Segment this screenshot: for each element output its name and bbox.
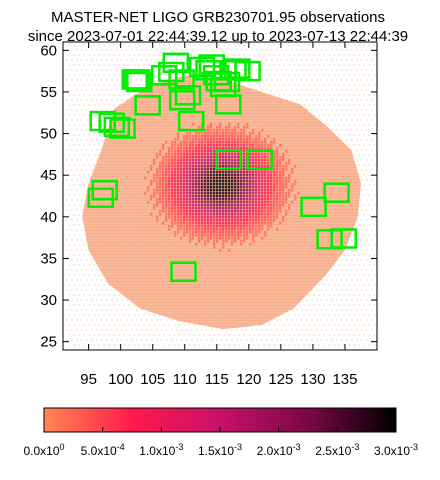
x-tick-label: 125 [268, 371, 293, 388]
observation-field [174, 85, 202, 106]
y-tick-label: 35 [40, 250, 57, 267]
observation-field [215, 149, 242, 170]
x-tick-label: 95 [80, 371, 97, 388]
colorbar-tick-label: 2.0x10-3 [257, 442, 301, 458]
colorbar-tick-label: 1.0x10-3 [139, 442, 183, 458]
observation-field [330, 228, 357, 249]
plot-frame [62, 41, 378, 351]
observation-field [168, 69, 195, 90]
observation-field [198, 54, 225, 75]
x-tick-label: 110 [173, 371, 197, 388]
y-axis: 25 30 35 40 45 50 55 60 [40, 42, 377, 351]
chart-subtitle: since 2023-07-01 22:44:39.12 up to 2023-… [28, 28, 408, 45]
colorbar-tick-label: 5.0x10-4 [81, 442, 125, 458]
observation-field [316, 229, 343, 250]
observation-field [162, 52, 190, 74]
y-tick-label: 40 [40, 209, 57, 226]
observation-field [213, 71, 241, 93]
y-tick-label: 30 [40, 292, 57, 309]
observation-field [220, 60, 247, 81]
observation-field [300, 196, 327, 218]
observation-fields [87, 52, 357, 283]
observation-field [103, 116, 131, 138]
observation-field [168, 90, 196, 111]
colorbar-ticks: 0.0x100 5.0x10-4 1.0x10-3 1.5x10-3 2.0x10-3 2… [23, 427, 418, 458]
observation-field [246, 149, 273, 170]
x-tick-label: 120 [236, 371, 261, 388]
observation-field [215, 94, 242, 115]
colorbar-tick-label: 0.0x100 [23, 442, 64, 458]
chart-title: MASTER-NET LIGO GRB230701.95 observation… [51, 9, 385, 26]
observation-field [89, 110, 116, 132]
x-tick-label: 115 [205, 371, 229, 388]
observation-field [234, 60, 261, 82]
colorbar-tick-label: 2.5x10-3 [315, 442, 359, 458]
x-tick-label: 135 [332, 371, 357, 388]
y-tick-label: 55 [40, 84, 57, 101]
y-tick-label: 50 [40, 126, 57, 143]
observation-field [323, 182, 350, 203]
observation-field [134, 95, 161, 116]
observation-field [109, 118, 136, 139]
observation-field [87, 187, 115, 208]
observation-field [170, 261, 197, 283]
observation-field [177, 110, 205, 132]
observation-field [91, 179, 118, 201]
x-tick-label: 100 [108, 371, 133, 388]
x-axis: 95 100 105 110 115 120 125 130 135 [80, 42, 357, 388]
observation-field [224, 58, 251, 79]
y-tick-label: 60 [40, 42, 57, 59]
colorbar-tick-label: 3.0x10-3 [374, 442, 418, 458]
colorbar-tick-label: 1.5x10-3 [198, 442, 242, 458]
y-tick-label: 25 [40, 334, 57, 351]
observation-field [124, 69, 151, 90]
y-tick-label: 45 [40, 167, 57, 184]
x-tick-label: 130 [300, 371, 325, 388]
x-tick-label: 105 [140, 371, 165, 388]
